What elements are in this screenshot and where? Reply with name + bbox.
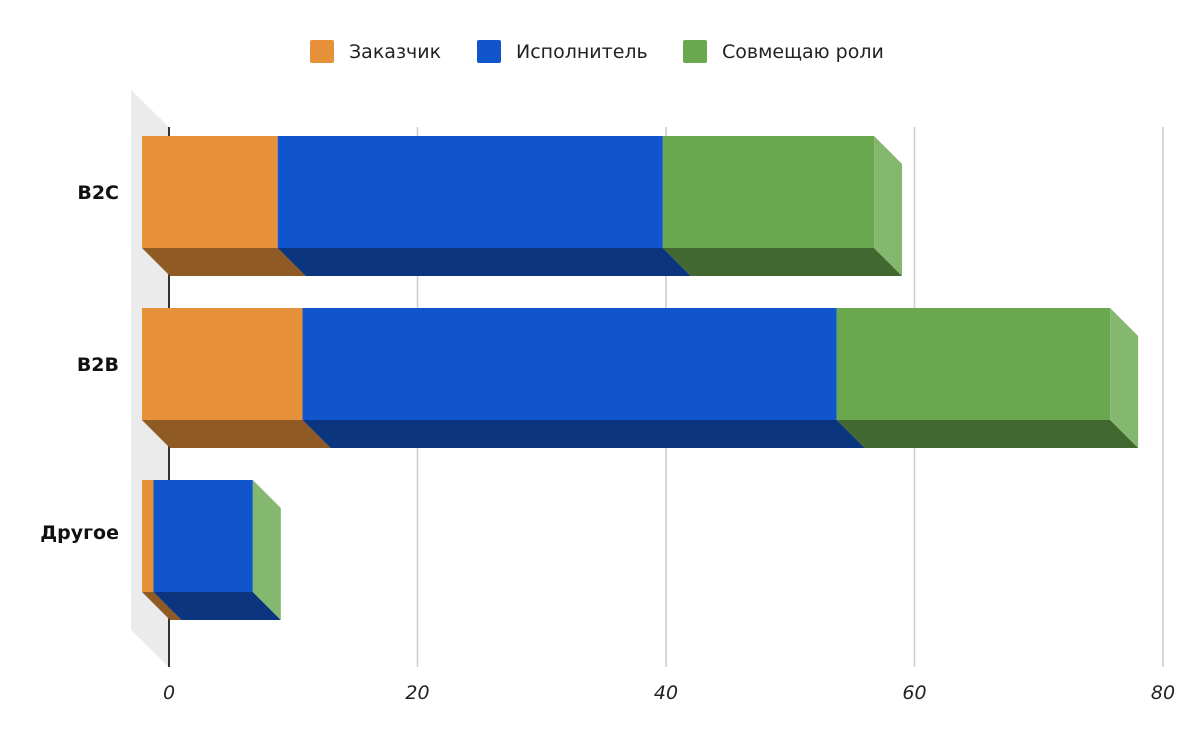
legend-label-2: Совмещаю роли (722, 41, 884, 63)
legend-swatch-2 (683, 40, 707, 63)
x-tick-label-40: 40 (654, 682, 678, 704)
bar-bottom-1-1 (302, 420, 865, 448)
bar-0-0 (142, 136, 278, 248)
x-tick-label-0: 0 (163, 682, 175, 704)
labels-layer: 0 20 40 60 80 B2C B2B Другое (40, 182, 1175, 704)
bar-bottom-1-2 (836, 420, 1139, 448)
bar-bottom-2-1 (153, 592, 281, 620)
category-label-0: B2C (77, 182, 119, 204)
bar-0-1 (277, 136, 663, 248)
bar-end-2 (252, 480, 281, 620)
bar-end-0 (874, 136, 903, 276)
bar-2-0 (142, 480, 154, 592)
bar-group-0 (142, 136, 903, 276)
legend-item-0: Заказчик (310, 40, 441, 63)
bar-group-2 (142, 480, 281, 620)
bar-bottom-1-0 (142, 420, 331, 448)
bar-bottom-2-0 (142, 592, 182, 620)
legend-item-1: Исполнитель (477, 40, 648, 63)
bar-group-1 (142, 308, 1139, 448)
x-tick-label-80: 80 (1151, 682, 1175, 704)
legend: Заказчик Исполнитель Совмещаю роли (310, 40, 884, 63)
legend-label-0: Заказчик (349, 41, 441, 63)
legend-label-1: Исполнитель (516, 41, 648, 63)
legend-swatch-0 (310, 40, 334, 63)
bar-2-1 (153, 480, 253, 592)
bar-bottom-0-2 (662, 248, 903, 276)
bar-1-1 (302, 308, 837, 420)
category-label-1: B2B (77, 354, 119, 376)
x-tick-label-20: 20 (405, 682, 429, 704)
legend-swatch-1 (477, 40, 501, 63)
bars-layer (142, 136, 1139, 620)
category-label-2: Другое (40, 522, 119, 544)
bar-end-1 (1110, 308, 1139, 448)
bar-0-2 (662, 136, 875, 248)
bar-bottom-0-1 (277, 248, 691, 276)
legend-item-2: Совмещаю роли (683, 40, 884, 63)
bar-1-0 (142, 308, 303, 420)
bar-bottom-0-0 (142, 248, 306, 276)
bar-1-2 (836, 308, 1111, 420)
x-tick-label-60: 60 (902, 682, 926, 704)
